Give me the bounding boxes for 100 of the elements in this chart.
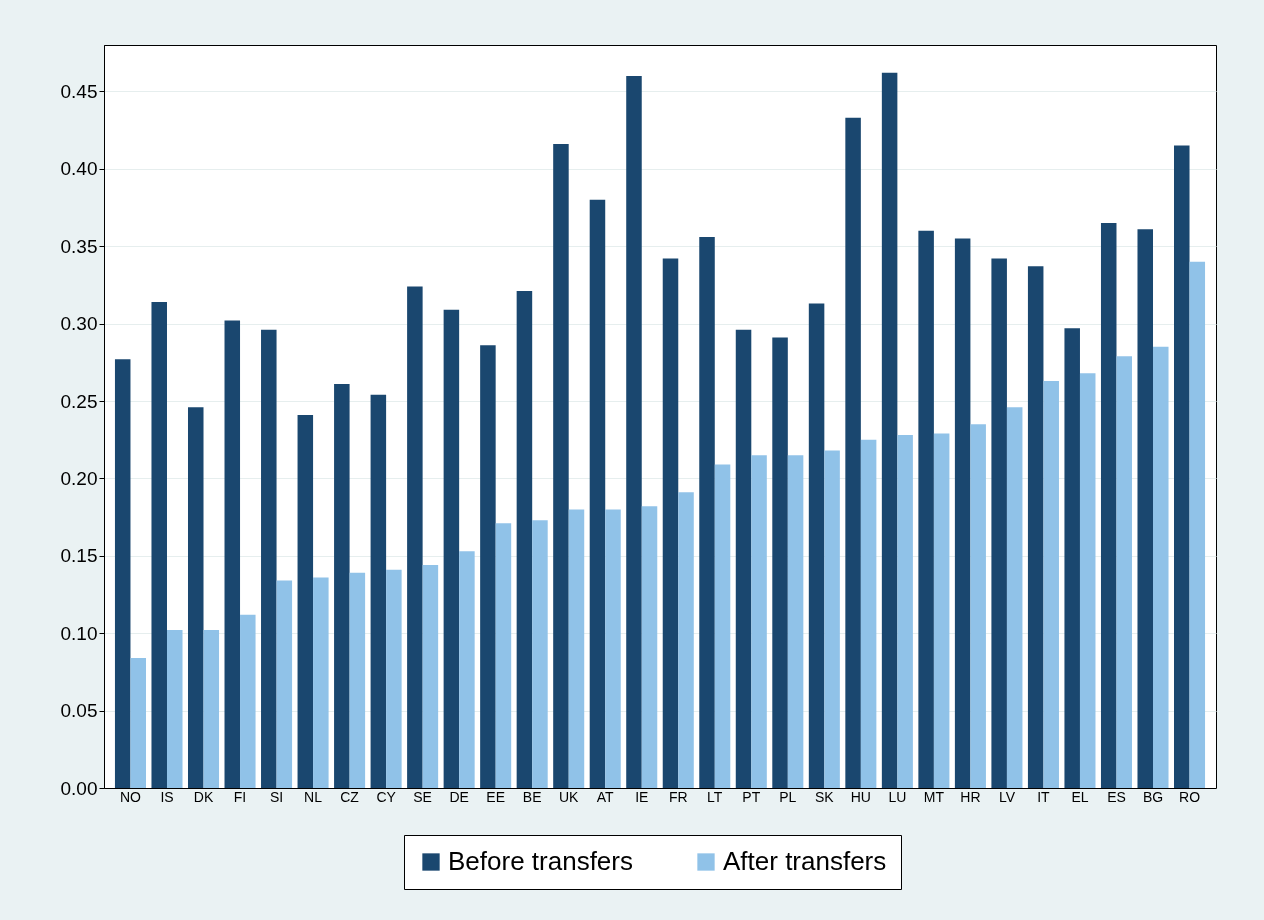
bar [970, 424, 986, 788]
bar [224, 320, 241, 788]
bar [261, 329, 277, 788]
x-tick-label: AT [596, 788, 615, 805]
bar [553, 144, 569, 788]
x-tick-label: SE [413, 788, 432, 805]
bar [422, 565, 439, 788]
x-tick-label: HU [850, 788, 871, 805]
bar [297, 414, 314, 788]
bar [991, 258, 1007, 788]
bar [370, 394, 387, 788]
bar [459, 551, 475, 788]
bar [1116, 356, 1133, 788]
bar [480, 345, 496, 788]
bar [130, 657, 146, 788]
bar [1189, 261, 1206, 788]
bar [1137, 229, 1153, 788]
bar [1043, 380, 1059, 788]
bar [203, 630, 220, 788]
bar [824, 450, 840, 788]
bar [626, 75, 642, 788]
bar [532, 520, 548, 788]
bar [787, 455, 804, 788]
bar [386, 569, 402, 788]
x-tick-label: HR [960, 788, 981, 805]
bar [1079, 373, 1096, 788]
bar [276, 580, 293, 788]
bar [808, 303, 825, 788]
bar [735, 329, 752, 788]
x-tick-label: BE [522, 788, 542, 805]
bar [845, 117, 861, 788]
y-tick-label: 0.00 [60, 777, 98, 799]
bar [1153, 346, 1169, 788]
x-tick-label: LU [888, 788, 907, 805]
x-tick-label: SK [814, 788, 835, 805]
bar [495, 523, 512, 788]
bar [605, 509, 621, 788]
y-tick-label: 0.30 [60, 313, 98, 335]
x-tick-label: BG [1142, 788, 1164, 805]
bar [151, 301, 167, 788]
bar [516, 291, 533, 788]
x-tick-label: DK [193, 788, 214, 805]
bar [641, 506, 658, 788]
x-tick-label: FI [233, 788, 247, 805]
bar [699, 236, 715, 788]
bar [1064, 328, 1080, 788]
x-tick-label: RO [1179, 788, 1201, 805]
x-tick-label: NO [119, 788, 142, 805]
x-tick-label: NL [304, 788, 323, 805]
legend-label: After transfers [723, 846, 887, 876]
x-tick-label: IE [635, 788, 649, 805]
bar [678, 492, 694, 788]
bar [349, 572, 366, 788]
bar [662, 258, 679, 788]
bar [334, 383, 350, 788]
x-tick-label: EL [1071, 788, 1089, 805]
bar [918, 230, 934, 788]
bar [1100, 223, 1117, 788]
bar [167, 630, 183, 788]
bar [589, 199, 606, 788]
bar [897, 435, 913, 788]
x-tick-label: IT [1037, 788, 1051, 805]
x-tick-label: CY [376, 788, 397, 805]
y-tick-label: 0.10 [60, 622, 98, 644]
bar [187, 407, 204, 788]
x-tick-label: PL [779, 788, 797, 805]
bar [407, 286, 423, 788]
bar [860, 439, 877, 788]
bar [714, 464, 731, 788]
y-tick-label: 0.35 [60, 235, 98, 257]
x-tick-label: LT [707, 788, 723, 805]
x-tick-label: PT [742, 788, 761, 805]
bar [443, 309, 460, 788]
bar [114, 359, 131, 788]
x-tick-label: CZ [340, 788, 360, 805]
y-tick-label: 0.25 [60, 390, 98, 412]
bar [1174, 145, 1190, 788]
bar [751, 455, 767, 788]
x-tick-label: ES [1107, 788, 1126, 805]
x-tick-label: SI [269, 788, 284, 805]
bar [954, 238, 971, 788]
x-tick-label: FR [668, 788, 688, 805]
x-tick-label: DE [449, 788, 469, 805]
bar [933, 433, 950, 788]
bar [568, 509, 585, 788]
bar [881, 72, 898, 788]
bar [1027, 266, 1044, 788]
y-tick-label: 0.20 [60, 467, 98, 489]
x-tick-label: MT [923, 788, 945, 805]
bar [313, 577, 329, 788]
y-tick-label: 0.05 [60, 700, 98, 722]
y-tick-label: 0.15 [60, 545, 98, 567]
y-tick-label: 0.40 [60, 158, 98, 180]
legend-label: Before transfers [448, 846, 633, 876]
bar [772, 337, 788, 788]
bar [1006, 407, 1023, 788]
x-tick-label: IS [160, 788, 174, 805]
x-tick-label: UK [558, 788, 580, 805]
y-tick-label: 0.45 [60, 80, 98, 102]
x-tick-label: LV [998, 788, 1016, 805]
